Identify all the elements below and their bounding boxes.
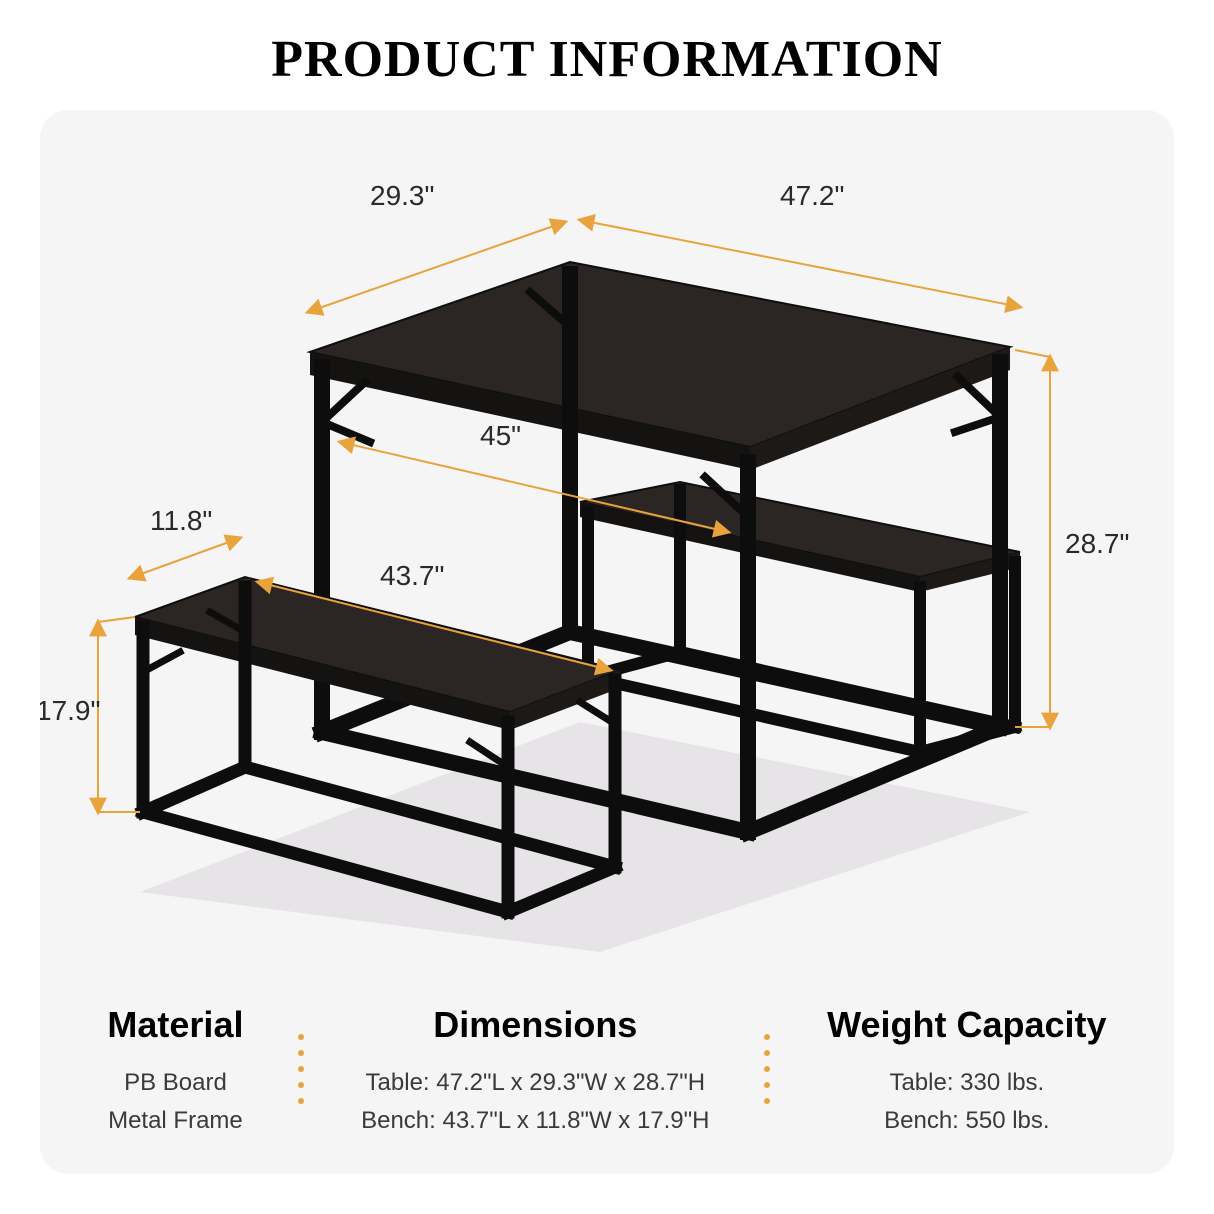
dim-bench-height: 17.9" — [40, 695, 100, 727]
weight-heading: Weight Capacity — [827, 1004, 1106, 1046]
dimensions-line2: Bench: 43.7"L x 11.8"W x 17.9"H — [361, 1102, 709, 1140]
divider-dots — [764, 1004, 772, 1104]
dim-table-length: 47.2" — [780, 180, 844, 212]
page-title: PRODUCT INFORMATION — [0, 0, 1214, 89]
furniture-illustration — [40, 110, 1174, 974]
info-dimensions: Dimensions Table: 47.2"L x 29.3"W x 28.7… — [361, 1004, 709, 1141]
material-line1: PB Board — [107, 1064, 243, 1102]
dim-table-height: 28.7" — [1065, 528, 1129, 560]
divider-dots — [298, 1004, 306, 1104]
dimensions-heading: Dimensions — [361, 1004, 709, 1046]
info-card: 29.3" 47.2" 45" 28.7" 11.8" 43.7" 17.9" … — [40, 110, 1174, 1174]
dim-bench-width: 11.8" — [150, 505, 212, 537]
weight-line1: Table: 330 lbs. — [827, 1064, 1106, 1102]
dim-bench-length: 43.7" — [380, 560, 444, 592]
info-weight: Weight Capacity Table: 330 lbs. Bench: 5… — [827, 1004, 1106, 1141]
material-line2: Metal Frame — [107, 1102, 243, 1140]
dimensions-line1: Table: 47.2"L x 29.3"W x 28.7"H — [361, 1064, 709, 1102]
product-diagram: 29.3" 47.2" 45" 28.7" 11.8" 43.7" 17.9" — [40, 110, 1174, 974]
dim-table-inner: 45" — [480, 420, 521, 452]
material-heading: Material — [107, 1004, 243, 1046]
weight-line2: Bench: 550 lbs. — [827, 1102, 1106, 1140]
dim-table-width: 29.3" — [370, 180, 434, 212]
info-row: Material PB Board Metal Frame Dimensions… — [40, 974, 1174, 1174]
info-material: Material PB Board Metal Frame — [107, 1004, 243, 1141]
